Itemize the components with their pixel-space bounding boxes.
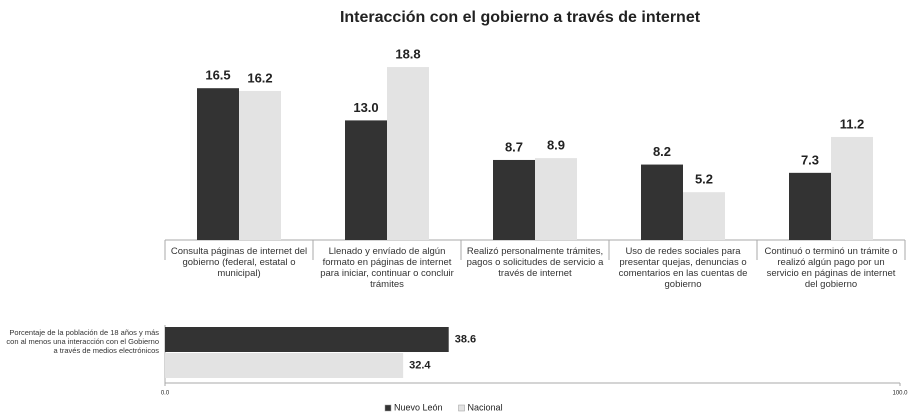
bar: [831, 136, 873, 240]
x-tick-label: Continuó o terminó un trámite o realizó …: [764, 246, 898, 290]
legend-label: Nuevo León: [394, 402, 443, 412]
bar: [535, 158, 577, 240]
x-tick-label: 0.0: [161, 391, 170, 397]
x-tick-label: Uso de redes sociales para presentar que…: [618, 246, 748, 290]
bar: [197, 88, 239, 240]
data-label: 16.5: [205, 68, 230, 83]
data-label: 11.2: [840, 116, 865, 131]
x-tick-label: Realizó personalmente trámites, pagos o …: [466, 246, 604, 279]
data-label: 16.2: [247, 70, 272, 85]
bar: [683, 192, 725, 240]
data-label: 8.9: [547, 138, 565, 153]
y-tick-label: Porcentaje de la población de 18 años y …: [6, 328, 159, 355]
bar: [789, 172, 831, 240]
data-label: 8.7: [505, 139, 523, 154]
data-label: 7.3: [801, 152, 819, 167]
data-label: 18.8: [395, 46, 420, 61]
bar: [165, 327, 449, 352]
legend-swatch: [458, 404, 465, 412]
x-tick-label: 100.0: [892, 391, 908, 397]
data-label: 13.0: [353, 100, 378, 115]
legend-label: Nacional: [468, 402, 503, 412]
data-label: 8.2: [653, 144, 671, 159]
legend-swatch: [384, 404, 392, 412]
data-label: 38.6: [455, 333, 476, 345]
x-tick-label: Consulta páginas de internet del gobiern…: [170, 246, 308, 279]
x-tick-label: Llenado y envíado de algún formato en pá…: [320, 246, 454, 290]
bar: [239, 90, 281, 241]
bar: [165, 353, 404, 378]
data-label: 5.2: [695, 172, 713, 187]
chart-title: Interacción con el gobierno a través de …: [340, 9, 701, 26]
bar: [345, 120, 387, 240]
bar: [493, 159, 535, 240]
bar: [387, 67, 429, 240]
data-label: 32.4: [409, 359, 431, 371]
bar: [641, 164, 683, 240]
